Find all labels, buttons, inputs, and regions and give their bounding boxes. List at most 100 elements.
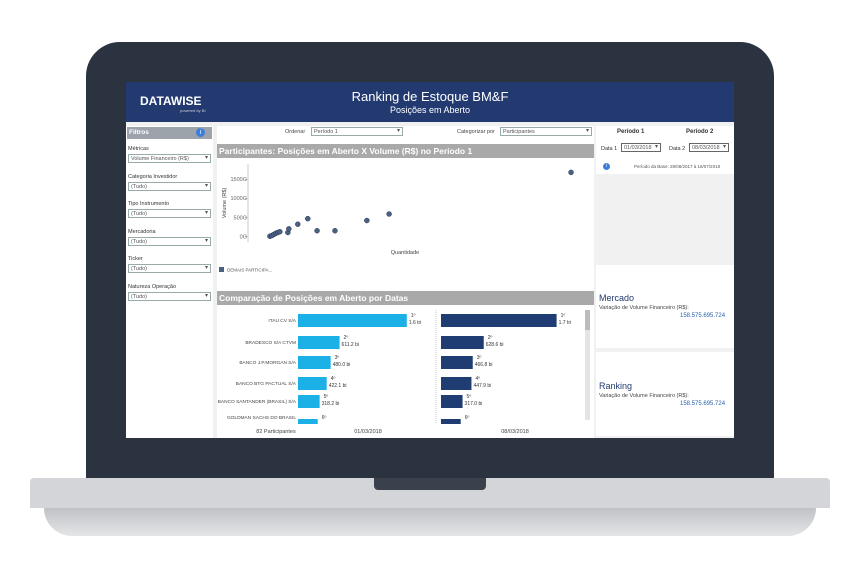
bar bbox=[298, 314, 407, 327]
filter-label: Métricas bbox=[128, 146, 149, 152]
scatter-point bbox=[364, 217, 370, 224]
scatter-title-bar bbox=[217, 144, 594, 158]
rank-label: 5º bbox=[324, 394, 329, 400]
period1-label: Período 1 bbox=[617, 129, 645, 135]
bar bbox=[441, 395, 463, 408]
card-value: 158.575.695.724 bbox=[680, 313, 726, 319]
card-value: 158.575.695.724 bbox=[680, 401, 726, 407]
card-title: Ranking bbox=[599, 381, 633, 391]
scatter-point bbox=[305, 215, 311, 222]
scrollbar[interactable] bbox=[585, 310, 590, 420]
date2-label: Data 2 bbox=[669, 146, 686, 152]
filter-label: Categoria Investidor bbox=[128, 173, 178, 180]
bar bbox=[441, 356, 473, 369]
filter-select[interactable]: (Tudo) bbox=[128, 264, 211, 273]
scatter-point bbox=[295, 221, 301, 227]
value-label: 480.0 bi bbox=[333, 362, 351, 368]
value-label: 611.2 bi bbox=[342, 342, 359, 348]
rank-label: 1º bbox=[411, 313, 416, 319]
comparison-title: Comparação de Posições em Aberto por Dat… bbox=[219, 293, 409, 303]
filter-select[interactable]: (Tudo) bbox=[128, 291, 211, 301]
bar bbox=[298, 395, 320, 408]
ranking-card bbox=[596, 352, 734, 436]
rank-label: 3º bbox=[335, 355, 340, 361]
series-label: 01/03/2018 bbox=[354, 429, 382, 435]
filter-title: Filtros bbox=[129, 129, 149, 136]
filter-select[interactable]: (Tudo) bbox=[128, 236, 211, 246]
filter-label: Ticker bbox=[128, 256, 143, 262]
info-icon[interactable]: i bbox=[603, 163, 610, 170]
header bbox=[126, 82, 734, 122]
bar bbox=[298, 336, 340, 349]
value-label: 628.6 bi bbox=[486, 342, 504, 348]
comparison-title-bar bbox=[217, 291, 594, 305]
rank-label: 4º bbox=[331, 376, 336, 382]
card-title: Mercado bbox=[599, 293, 635, 303]
series-label: 08/03/2018 bbox=[501, 429, 529, 435]
filter-panel bbox=[126, 126, 213, 438]
rank-label: 5º bbox=[467, 394, 472, 400]
rank-label: 4º bbox=[475, 376, 480, 382]
filter-select[interactable]: Volume Financeiro (R$) bbox=[128, 154, 211, 163]
category-label: BRADESCO S/A CTVM bbox=[245, 340, 296, 346]
bar bbox=[441, 336, 484, 349]
scatter-point bbox=[286, 226, 292, 232]
bar bbox=[441, 377, 472, 390]
rank-label: 2º bbox=[344, 335, 349, 341]
order-select[interactable]: Período 1 bbox=[311, 127, 403, 136]
scatter-point bbox=[314, 228, 320, 234]
filter-select[interactable]: (Tudo) bbox=[128, 209, 211, 218]
value-label: 422.1 bi bbox=[329, 383, 347, 389]
rank-label: 1º bbox=[561, 313, 566, 319]
y-tick-label: 500G bbox=[234, 215, 247, 221]
filter-select[interactable]: (Tudo) bbox=[128, 181, 211, 191]
category-label: ITAU CV S/A bbox=[268, 318, 296, 324]
category-label: BANCO J.P.MORGAN S/A bbox=[239, 360, 296, 366]
filter-label: Natureza Operação bbox=[128, 283, 176, 290]
subtitle: Posições em Aberto bbox=[389, 105, 471, 115]
mercado-card bbox=[596, 265, 734, 348]
rank-label: 6º bbox=[465, 415, 470, 421]
date1-label: Data 1 bbox=[601, 146, 618, 152]
legend-swatch bbox=[219, 267, 224, 272]
card-label: Variação de Volume Financeiro (R$): bbox=[599, 305, 689, 311]
scatter-title: Participantes: Posições em Aberto X Volu… bbox=[219, 146, 473, 156]
scatter-point bbox=[277, 229, 283, 235]
info-icon[interactable]: i bbox=[196, 128, 205, 137]
logo-sub: powered by BI bbox=[180, 108, 206, 113]
title: Ranking de Estoque BM&F bbox=[351, 89, 509, 104]
bar bbox=[298, 356, 331, 369]
filter-label: Tipo Instrumento bbox=[128, 201, 170, 207]
value-label: 1.7 tri bbox=[559, 320, 572, 326]
date2-input[interactable]: 08/03/2018 bbox=[689, 143, 729, 152]
legend-label: DEMAIS PARTICIPA... bbox=[227, 268, 272, 273]
value-label: 447.9 bi bbox=[473, 383, 491, 389]
filter-title-bar bbox=[127, 127, 212, 139]
value-label: 317.0 bi bbox=[465, 401, 483, 407]
scatter-point bbox=[332, 228, 338, 234]
date1-input[interactable]: 01/03/2018 bbox=[621, 143, 661, 152]
category-label: BANCO BTG PACTUAL S/A bbox=[236, 381, 297, 387]
scatter-point bbox=[568, 169, 574, 176]
bar bbox=[441, 314, 557, 327]
category-label: BANCO SANTANDER (BRASIL) S/A bbox=[218, 399, 297, 405]
card-label: Variação de Volume Financeiro (R$): bbox=[599, 393, 689, 399]
y-tick-label: 0G bbox=[240, 234, 247, 240]
scatter-point bbox=[386, 211, 392, 217]
filter-label: Mercadoria bbox=[128, 228, 156, 235]
period2-label: Período 2 bbox=[686, 129, 714, 135]
main-panel bbox=[217, 126, 594, 438]
laptop-notch bbox=[374, 478, 486, 490]
bar bbox=[298, 419, 318, 424]
rank-label: 2º bbox=[488, 335, 493, 341]
group-select[interactable]: Participantes bbox=[500, 127, 592, 136]
value-label: 1.6 tri bbox=[409, 320, 422, 326]
bar bbox=[441, 419, 461, 424]
value-label: 318.2 bi bbox=[322, 401, 340, 407]
laptop-base-bottom bbox=[44, 508, 816, 536]
bar bbox=[298, 377, 327, 390]
logo: DATAWISE bbox=[140, 94, 202, 108]
order-label: Ordenar bbox=[285, 129, 306, 135]
